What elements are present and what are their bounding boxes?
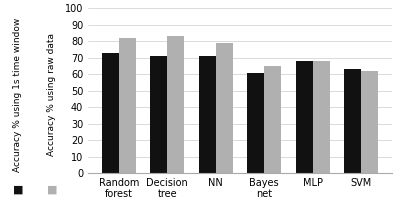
Bar: [313, 61, 330, 173]
Bar: [344, 69, 361, 173]
Bar: [199, 56, 216, 173]
Bar: [119, 38, 136, 173]
Text: Accuracy % using raw data: Accuracy % using raw data: [48, 34, 56, 156]
Bar: [247, 73, 264, 173]
Bar: [361, 71, 378, 173]
Bar: [216, 43, 233, 173]
Bar: [150, 56, 167, 173]
Text: Accuracy % using 1s time window: Accuracy % using 1s time window: [14, 18, 22, 172]
Text: ■: ■: [13, 185, 23, 195]
Text: ■: ■: [47, 185, 57, 195]
Bar: [296, 61, 313, 173]
Bar: [102, 53, 119, 173]
Bar: [167, 37, 184, 173]
Bar: [264, 66, 281, 173]
